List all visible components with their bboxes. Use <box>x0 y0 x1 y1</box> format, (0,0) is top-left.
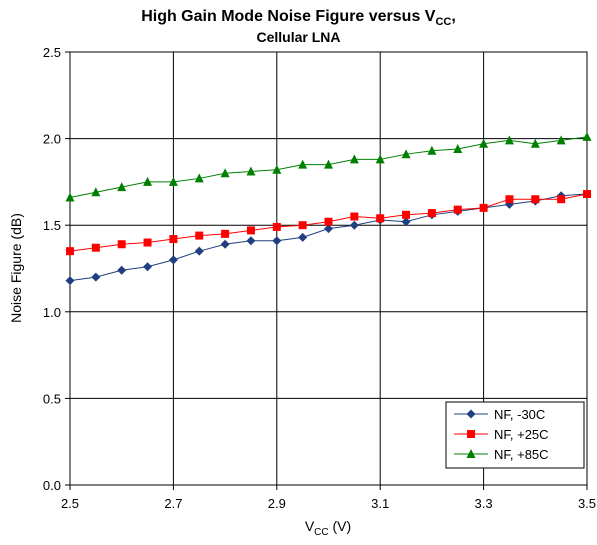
data-point <box>65 192 75 202</box>
data-point <box>298 221 307 230</box>
data-point <box>401 149 411 159</box>
data-point <box>91 243 100 252</box>
y-tick-label: 1.5 <box>43 218 61 233</box>
data-point <box>350 212 359 221</box>
data-point <box>505 195 514 204</box>
data-point <box>220 168 230 178</box>
legend-item: NF, +85C <box>454 447 549 462</box>
data-point <box>401 217 411 227</box>
data-point <box>168 176 178 186</box>
series-1 <box>66 190 591 256</box>
data-point <box>324 224 333 234</box>
data-point <box>168 255 178 265</box>
data-point <box>376 214 385 223</box>
data-point <box>65 276 75 286</box>
data-point <box>143 238 152 247</box>
data-point <box>504 135 514 145</box>
data-point <box>402 210 411 219</box>
data-point <box>427 209 436 218</box>
x-tick-label: 3.5 <box>578 496 596 511</box>
data-point <box>246 226 255 235</box>
data-point <box>143 176 153 186</box>
data-point <box>66 247 74 256</box>
chart-title: High Gain Mode Noise Figure versus VCC, <box>141 8 456 29</box>
legend-marker <box>466 409 476 419</box>
y-tick-label: 0.0 <box>43 478 61 493</box>
legend-marker <box>466 449 476 458</box>
series-group <box>65 131 592 286</box>
data-point <box>272 236 282 246</box>
legend-label: NF, +25C <box>494 427 549 442</box>
data-point <box>272 164 282 174</box>
legend-label: NF, -30C <box>494 407 545 422</box>
data-point <box>169 235 178 244</box>
data-point <box>557 195 566 204</box>
legend: NF, -30C NF, +25C NF, +85C <box>445 401 585 469</box>
data-point <box>479 203 488 212</box>
y-tick-label: 1.0 <box>43 305 61 320</box>
y-tick-label: 0.5 <box>43 391 61 406</box>
data-point <box>324 217 333 226</box>
y-tick-label: 2.0 <box>43 132 61 147</box>
data-point <box>556 135 566 145</box>
data-point <box>582 131 592 141</box>
y-axis-label: Noise Figure (dB) <box>8 213 24 323</box>
data-point <box>220 239 230 249</box>
data-point <box>272 222 281 231</box>
data-point <box>531 195 540 204</box>
x-tick-label: 3.1 <box>371 496 389 511</box>
data-point <box>117 265 127 275</box>
data-point <box>427 145 437 155</box>
data-point <box>91 272 101 282</box>
x-tick-label: 2.9 <box>268 496 286 511</box>
x-tick-label: 3.3 <box>475 496 493 511</box>
series-2 <box>65 131 592 202</box>
tick-labels: 0.0 0.5 1.0 1.5 2.0 2.5 2.5 2.7 2.9 3.1 3.3 3.5 <box>43 45 596 511</box>
x-axis-label: VCC (V) <box>305 518 351 538</box>
data-point <box>453 205 462 214</box>
legend-item: NF, +25C <box>454 427 549 442</box>
data-point <box>324 159 333 169</box>
data-point <box>194 173 204 183</box>
data-point <box>246 236 256 246</box>
series-0 <box>65 189 592 286</box>
y-tick-label: 2.5 <box>43 45 61 60</box>
data-point <box>117 182 127 192</box>
data-point <box>349 220 359 230</box>
data-point <box>298 232 308 242</box>
x-tick-label: 2.5 <box>61 496 79 511</box>
data-point <box>143 262 153 272</box>
data-point <box>91 187 101 197</box>
x-tick-label: 2.7 <box>164 496 182 511</box>
plot-area-border <box>69 51 588 486</box>
data-point <box>298 159 308 169</box>
data-point <box>194 246 204 256</box>
data-point <box>453 143 463 153</box>
legend-label: NF, +85C <box>494 447 549 462</box>
data-point <box>221 229 230 238</box>
data-point <box>349 154 359 164</box>
data-point <box>479 138 489 148</box>
chart-subtitle: Cellular LNA <box>256 29 341 45</box>
data-point <box>583 190 591 199</box>
legend-marker <box>467 430 475 438</box>
data-point <box>246 166 256 176</box>
data-point <box>195 231 204 240</box>
data-point <box>375 154 385 164</box>
data-point <box>530 138 540 148</box>
legend-item: NF, -30C <box>454 407 545 422</box>
data-point <box>117 240 126 249</box>
